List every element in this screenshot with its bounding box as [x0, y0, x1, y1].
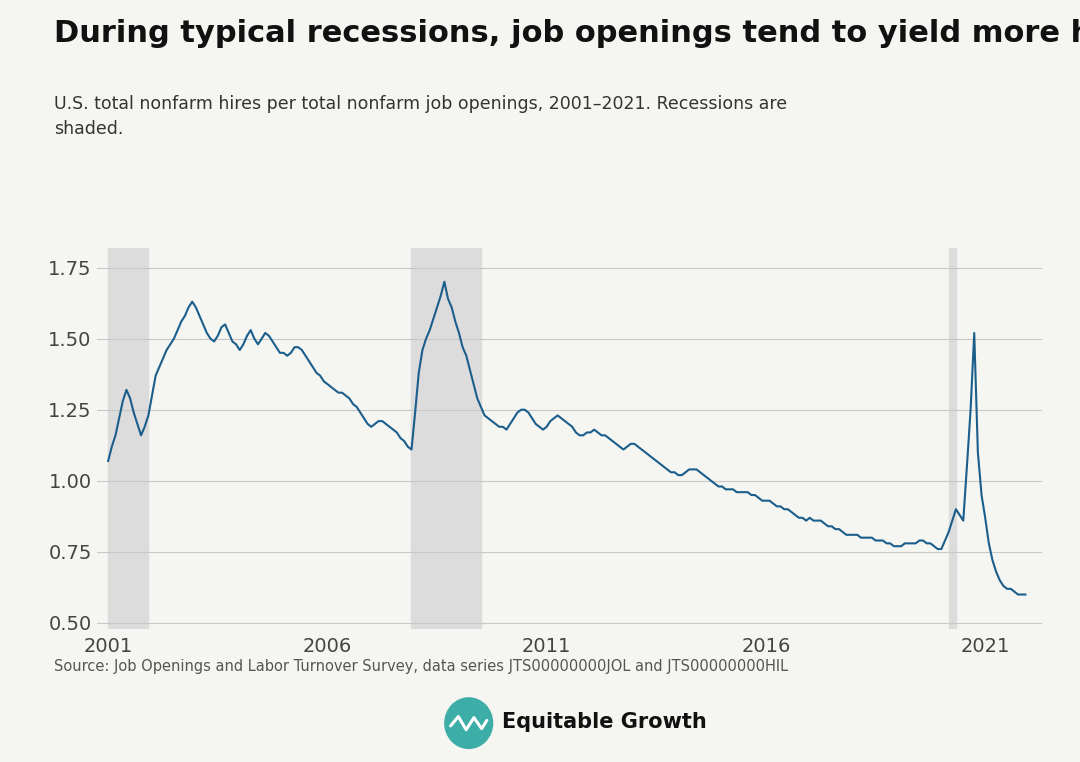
Bar	[411, 248, 481, 629]
Text: U.S. total nonfarm hires per total nonfarm job openings, 2001–2021. Recessions a: U.S. total nonfarm hires per total nonfa…	[54, 95, 787, 138]
Text: Source: Job Openings and Labor Turnover Survey, data series JTS00000000JOL and J: Source: Job Openings and Labor Turnover …	[54, 659, 788, 674]
Circle shape	[445, 698, 492, 748]
Text: During typical recessions, job openings tend to yield more hires: During typical recessions, job openings …	[54, 19, 1080, 48]
Bar	[108, 248, 148, 629]
Bar	[948, 248, 956, 629]
Text: Equitable Growth: Equitable Growth	[502, 712, 707, 732]
